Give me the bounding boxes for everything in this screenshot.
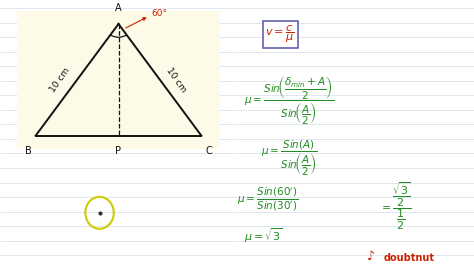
- Text: $\mu = \dfrac{Sin\left(A\right)}{Sin\!\left(\dfrac{A}{2}\right)}$: $\mu = \dfrac{Sin\left(A\right)}{Sin\!\l…: [261, 138, 318, 178]
- Text: 60°: 60°: [152, 9, 168, 18]
- Text: 10 cm: 10 cm: [49, 66, 72, 94]
- Text: $= \dfrac{\dfrac{\sqrt{3}}{2}}{\dfrac{1}{2}}$: $= \dfrac{\dfrac{\sqrt{3}}{2}}{\dfrac{1}…: [379, 181, 412, 232]
- Text: P: P: [116, 146, 121, 156]
- Text: C: C: [205, 146, 212, 156]
- Text: doubtnut: doubtnut: [384, 253, 435, 263]
- Bar: [17, 11, 220, 149]
- Text: 10 cm: 10 cm: [165, 66, 188, 94]
- Text: $\mu = \dfrac{Sin\!\left(\dfrac{\delta_{min}+A}{2}\right)}{Sin\!\left(\dfrac{A}{: $\mu = \dfrac{Sin\!\left(\dfrac{\delta_{…: [244, 74, 335, 127]
- Text: A: A: [115, 3, 122, 13]
- Text: $\mu = \dfrac{Sin\left(60'\right)}{Sin\left(30'\right)}$: $\mu = \dfrac{Sin\left(60'\right)}{Sin\l…: [237, 186, 298, 213]
- Text: B: B: [25, 146, 32, 156]
- Text: $v = \dfrac{c}{\mu}$: $v = \dfrac{c}{\mu}$: [265, 24, 295, 45]
- Text: ♪: ♪: [367, 250, 375, 263]
- Text: $\mu = \sqrt{3}$: $\mu = \sqrt{3}$: [244, 226, 283, 245]
